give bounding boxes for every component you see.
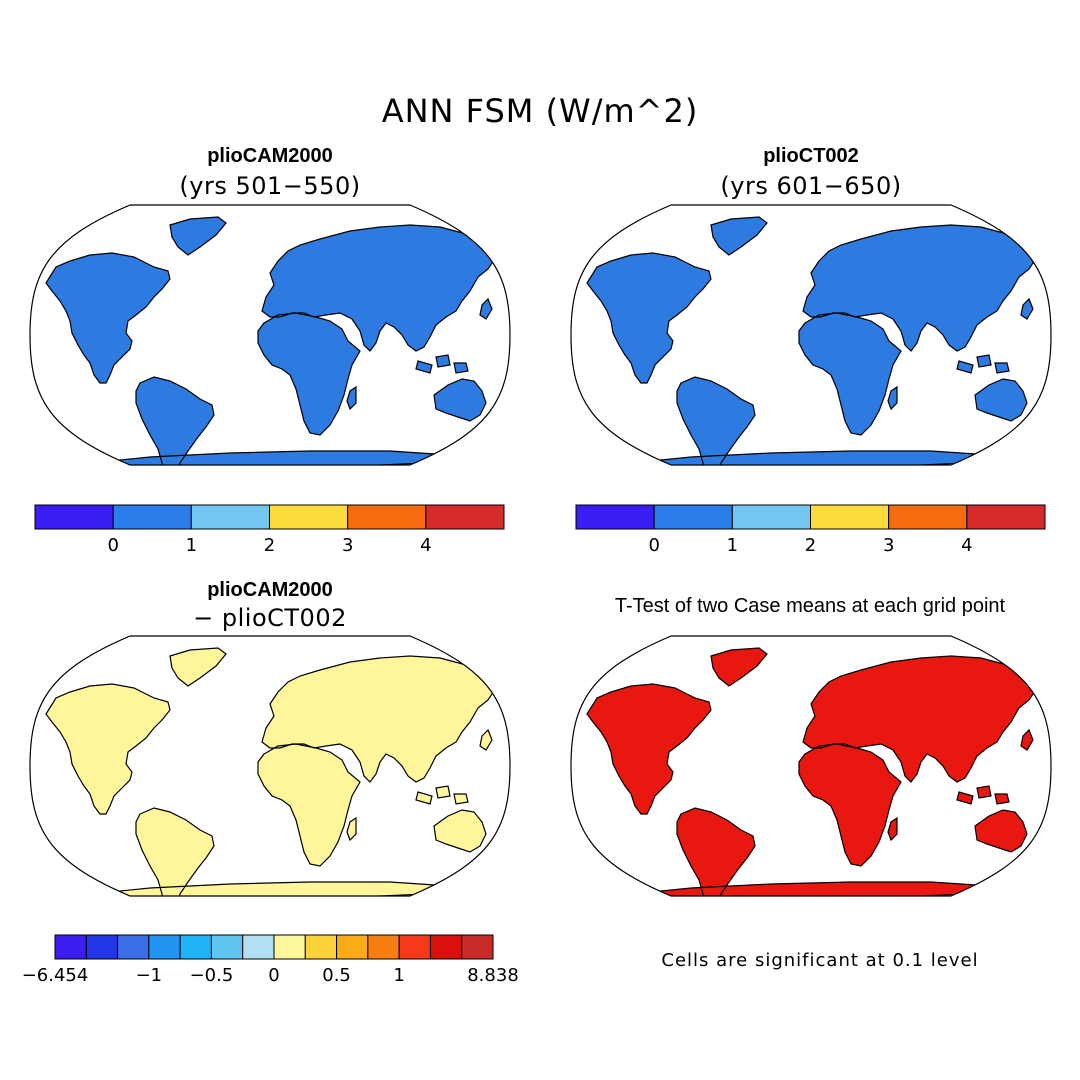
colorbar-diff-label: 8.838 xyxy=(467,965,519,986)
colorbar-diff-label: −1 xyxy=(136,965,163,986)
colorbar-diff-swatch xyxy=(273,934,306,960)
colorbar-diff-label: 1 xyxy=(393,965,404,986)
colorbar-case2-swatch xyxy=(810,504,890,530)
colorbar-case2-label: 0 xyxy=(648,535,659,556)
colorbar-diff-swatch xyxy=(179,934,212,960)
colorbar-case1-label: 1 xyxy=(186,535,197,556)
colorbar-case1-swatch xyxy=(190,504,270,530)
colorbar-case2-swatch xyxy=(653,504,733,530)
colorbar-diff-swatch xyxy=(304,934,338,960)
map-panel-diff xyxy=(29,635,511,897)
colorbar-case1: 0 1 2 3 4 xyxy=(34,504,505,556)
colorbar-diff-swatch xyxy=(85,934,119,960)
colorbar-case1-label: 2 xyxy=(264,535,275,556)
panel-subtitle-diff: − plioCT002 xyxy=(193,604,347,632)
map-frame-case2 xyxy=(570,204,1052,466)
ttest-note: Cells are significant at 0.1 level xyxy=(661,950,979,971)
colorbar-diff-swatch xyxy=(461,934,494,960)
colorbar-diff-label: 0.5 xyxy=(322,965,351,986)
colorbar-diff-swatch xyxy=(336,934,369,960)
colorbar-diff-label: −0.5 xyxy=(190,965,234,986)
colorbar-diff-swatch xyxy=(117,934,150,960)
colorbar-case2-label: 2 xyxy=(805,535,816,556)
colorbar-case2-swatch xyxy=(731,504,811,530)
colorbar-case2: 0 1 2 3 4 xyxy=(575,504,1046,556)
colorbar-diff-swatch xyxy=(210,934,244,960)
colorbar-case2-label: 3 xyxy=(883,535,894,556)
colorbar-diff-label: 0 xyxy=(268,965,279,986)
panel-subtitle-case1: (yrs 501−550) xyxy=(179,172,361,200)
map-panel-case2 xyxy=(570,204,1052,466)
colorbar-case1-swatch xyxy=(112,504,192,530)
panel-title-ttest: T-Test of two Case means at each grid po… xyxy=(614,595,1006,617)
map-frame-diff xyxy=(29,635,511,897)
panel-title-diff: plioCAM2000 xyxy=(207,579,333,601)
map-frame-case1 xyxy=(29,204,511,466)
colorbar-case1-swatch xyxy=(347,504,427,530)
colorbar-case2-swatch xyxy=(966,504,1046,530)
colorbar-diff-swatch xyxy=(398,934,431,960)
colorbar-case2-label: 1 xyxy=(727,535,738,556)
colorbar-case2-swatch xyxy=(888,504,968,530)
colorbar-case1-label: 3 xyxy=(342,535,353,556)
colorbar-diff: −6.454 −1 −0.5 0 0.5 1 8.838 xyxy=(22,934,519,986)
panel-title-case1: plioCAM2000 xyxy=(207,145,333,167)
colorbar-case1-swatch xyxy=(34,504,114,530)
panel-subtitle-case2: (yrs 601−650) xyxy=(720,172,902,200)
colorbar-diff-swatch xyxy=(242,934,275,960)
colorbar-case2-label: 4 xyxy=(961,535,972,556)
colorbar-diff-swatch xyxy=(367,934,400,960)
colorbar-diff-swatch xyxy=(429,934,463,960)
colorbar-diff-swatch xyxy=(148,934,181,960)
colorbar-case1-label: 0 xyxy=(107,535,118,556)
colorbar-case1-label: 4 xyxy=(420,535,431,556)
map-frame-ttest xyxy=(570,635,1052,897)
colorbar-case1-swatch xyxy=(425,504,505,530)
map-panel-case1 xyxy=(29,204,511,466)
colorbar-case2-swatch xyxy=(575,504,655,530)
panel-title-case2: plioCT002 xyxy=(763,145,859,167)
colorbar-case1-swatch xyxy=(269,504,349,530)
colorbar-diff-swatch xyxy=(54,934,87,960)
figure-title: ANN FSM (W/m^2) xyxy=(381,92,699,130)
map-panel-ttest xyxy=(570,635,1052,897)
colorbar-diff-label: −6.454 xyxy=(22,965,89,986)
